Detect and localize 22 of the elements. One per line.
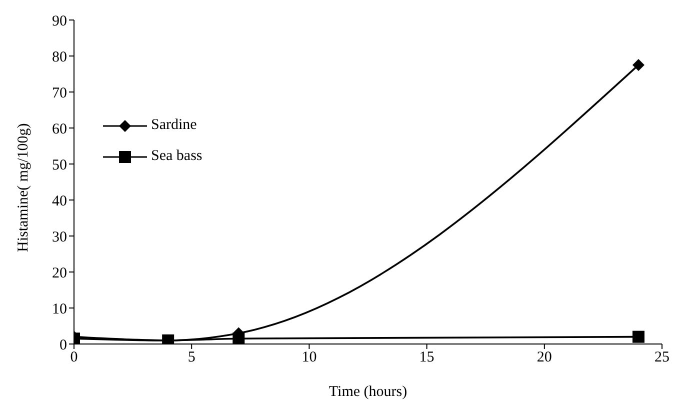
x-tick-label: 5 [188,350,196,366]
y-axis-title: Histamine( mg/100g) [15,123,32,252]
legend-label: Sardine [151,117,197,134]
y-tick-label: 30 [52,229,67,246]
y-tick-label: 70 [52,85,67,102]
y-tick-label: 80 [52,49,67,66]
y-tick-label: 60 [52,121,67,138]
y-tick-label: 20 [52,265,67,282]
point [632,330,644,343]
x-tick-label: 25 [654,350,670,366]
y-tick-label: 10 [52,301,67,318]
legend-label: Sea bass [151,148,202,165]
x-axis-title: Time (hours) [328,384,408,400]
point [632,59,644,71]
y-tick-label: 0 [60,337,67,354]
y-tick-label: 40 [52,193,67,210]
x-tick-label: 10 [302,350,317,366]
y-tick-label: 90 [52,13,67,30]
x-tick-label: 15 [419,350,434,366]
x-tick-label: 20 [536,350,552,366]
y-tick-label: 50 [52,157,67,174]
x-tick-label: 0 [70,350,78,366]
